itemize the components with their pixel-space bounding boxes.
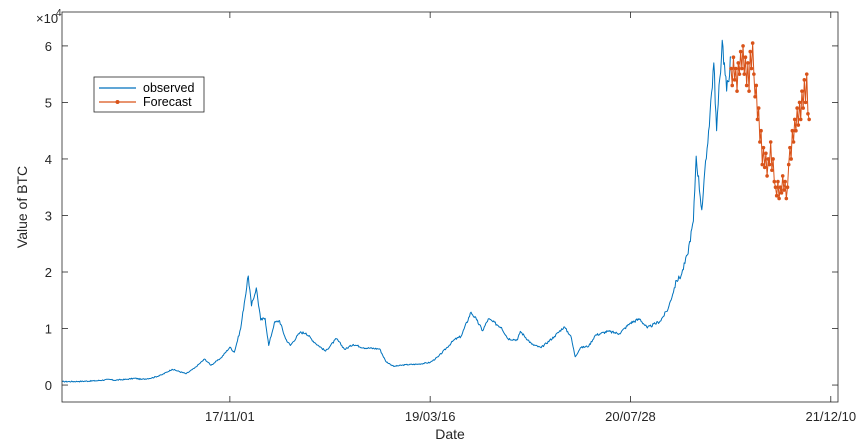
forecast-point [777,196,781,201]
forecast-point [778,185,783,190]
forecast-point [732,78,737,82]
legend-marker-forecast [115,100,120,104]
forecast-point [807,117,811,122]
forecast-point [750,41,755,45]
x-tick-label: 21/12/10 [805,409,856,424]
forecast-point [774,193,779,198]
forecast-point [786,162,791,167]
forecast-point [729,66,733,71]
forecast-point [785,185,790,190]
legend-label-observed: observed [143,81,194,95]
forecast-point [736,61,741,65]
forecast-point [730,83,735,88]
forecast-point [782,188,786,192]
forecast-point [771,157,775,161]
forecast-point [783,179,787,184]
series-line-forecast [730,42,810,200]
plot-background [62,12,838,402]
forecast-point [753,94,757,99]
forecast-point [760,162,765,167]
forecast-point [738,49,743,54]
y-tick-label: 6 [45,39,52,54]
forecast-point [790,128,795,133]
forecast-point [800,89,804,93]
forecast-point [796,123,801,127]
forecast-point [804,72,809,76]
forecast-point [741,44,745,48]
forecast-point [773,185,778,190]
forecast-point [797,100,802,105]
forecast-point [747,89,751,93]
forecast-point [767,162,772,167]
forecast-point [756,106,761,110]
axis-layer [61,11,839,403]
forecast-point [802,78,807,82]
forecast-point [758,140,762,144]
forecast-point [755,117,760,122]
y-tick-label: 5 [45,95,52,110]
forecast-point [770,168,774,173]
forecast-point [740,66,744,71]
forecast-point [759,128,763,133]
forecast-point [749,66,754,71]
y-multiplier-base: ×10 [36,11,58,26]
y-tick-label: 3 [45,208,52,223]
forecast-point [752,72,756,76]
forecast-point [737,72,742,76]
plot-box [61,11,839,403]
forecast-point [762,165,767,170]
forecast-point [735,89,739,93]
forecast-point [776,179,780,184]
series-line-observed [61,39,732,383]
x-axis-title: Date [435,426,465,442]
legend-box [93,76,205,113]
forecast-point [765,174,769,178]
forecast-point [806,111,810,116]
forecast-point [794,128,798,133]
forecast-point [766,157,771,161]
forecast-point [798,117,803,122]
forecast-point [743,55,748,60]
legend: observed Forecast [93,76,205,113]
forecast-point [803,100,808,105]
y-tick-label: 2 [45,265,52,280]
forecast-point [784,196,789,201]
forecast-point [772,179,777,184]
forecast-point [731,55,736,60]
y-multiplier-exponent: 4 [56,8,62,19]
forecast-point [768,140,773,144]
forecast-point [779,191,784,195]
forecast-point [746,61,750,65]
forecast-point [742,72,747,76]
forecast-point [764,151,768,156]
forecast-point [761,145,766,150]
x-tick-label: 20/07/28 [605,409,656,424]
forecast-point [791,140,796,144]
x-ticks: 17/11/01 19/03/16 20/07/28 21/12/10 [205,12,856,424]
series-layer [61,39,811,383]
forecast-point [792,117,797,122]
forecast-point [754,83,759,88]
y-tick-label: 0 [45,378,52,393]
forecast-point [788,145,792,150]
x-tick-label: 17/11/01 [205,409,255,424]
forecast-point [789,157,793,161]
forecast-point [795,106,799,110]
forecast-point [780,174,785,178]
y-tick-label: 1 [45,322,52,337]
forecast-point [744,83,749,88]
forecast-point [801,106,805,110]
forecast-point [748,49,753,54]
y-tick-label: 4 [45,152,52,167]
y-axis-title: Value of BTC [14,166,30,248]
legend-label-forecast: Forecast [143,95,192,109]
forecast-point [734,66,738,71]
x-tick-label: 19/03/16 [405,409,456,424]
y-ticks: 0 1 2 3 4 5 6 [45,39,838,393]
